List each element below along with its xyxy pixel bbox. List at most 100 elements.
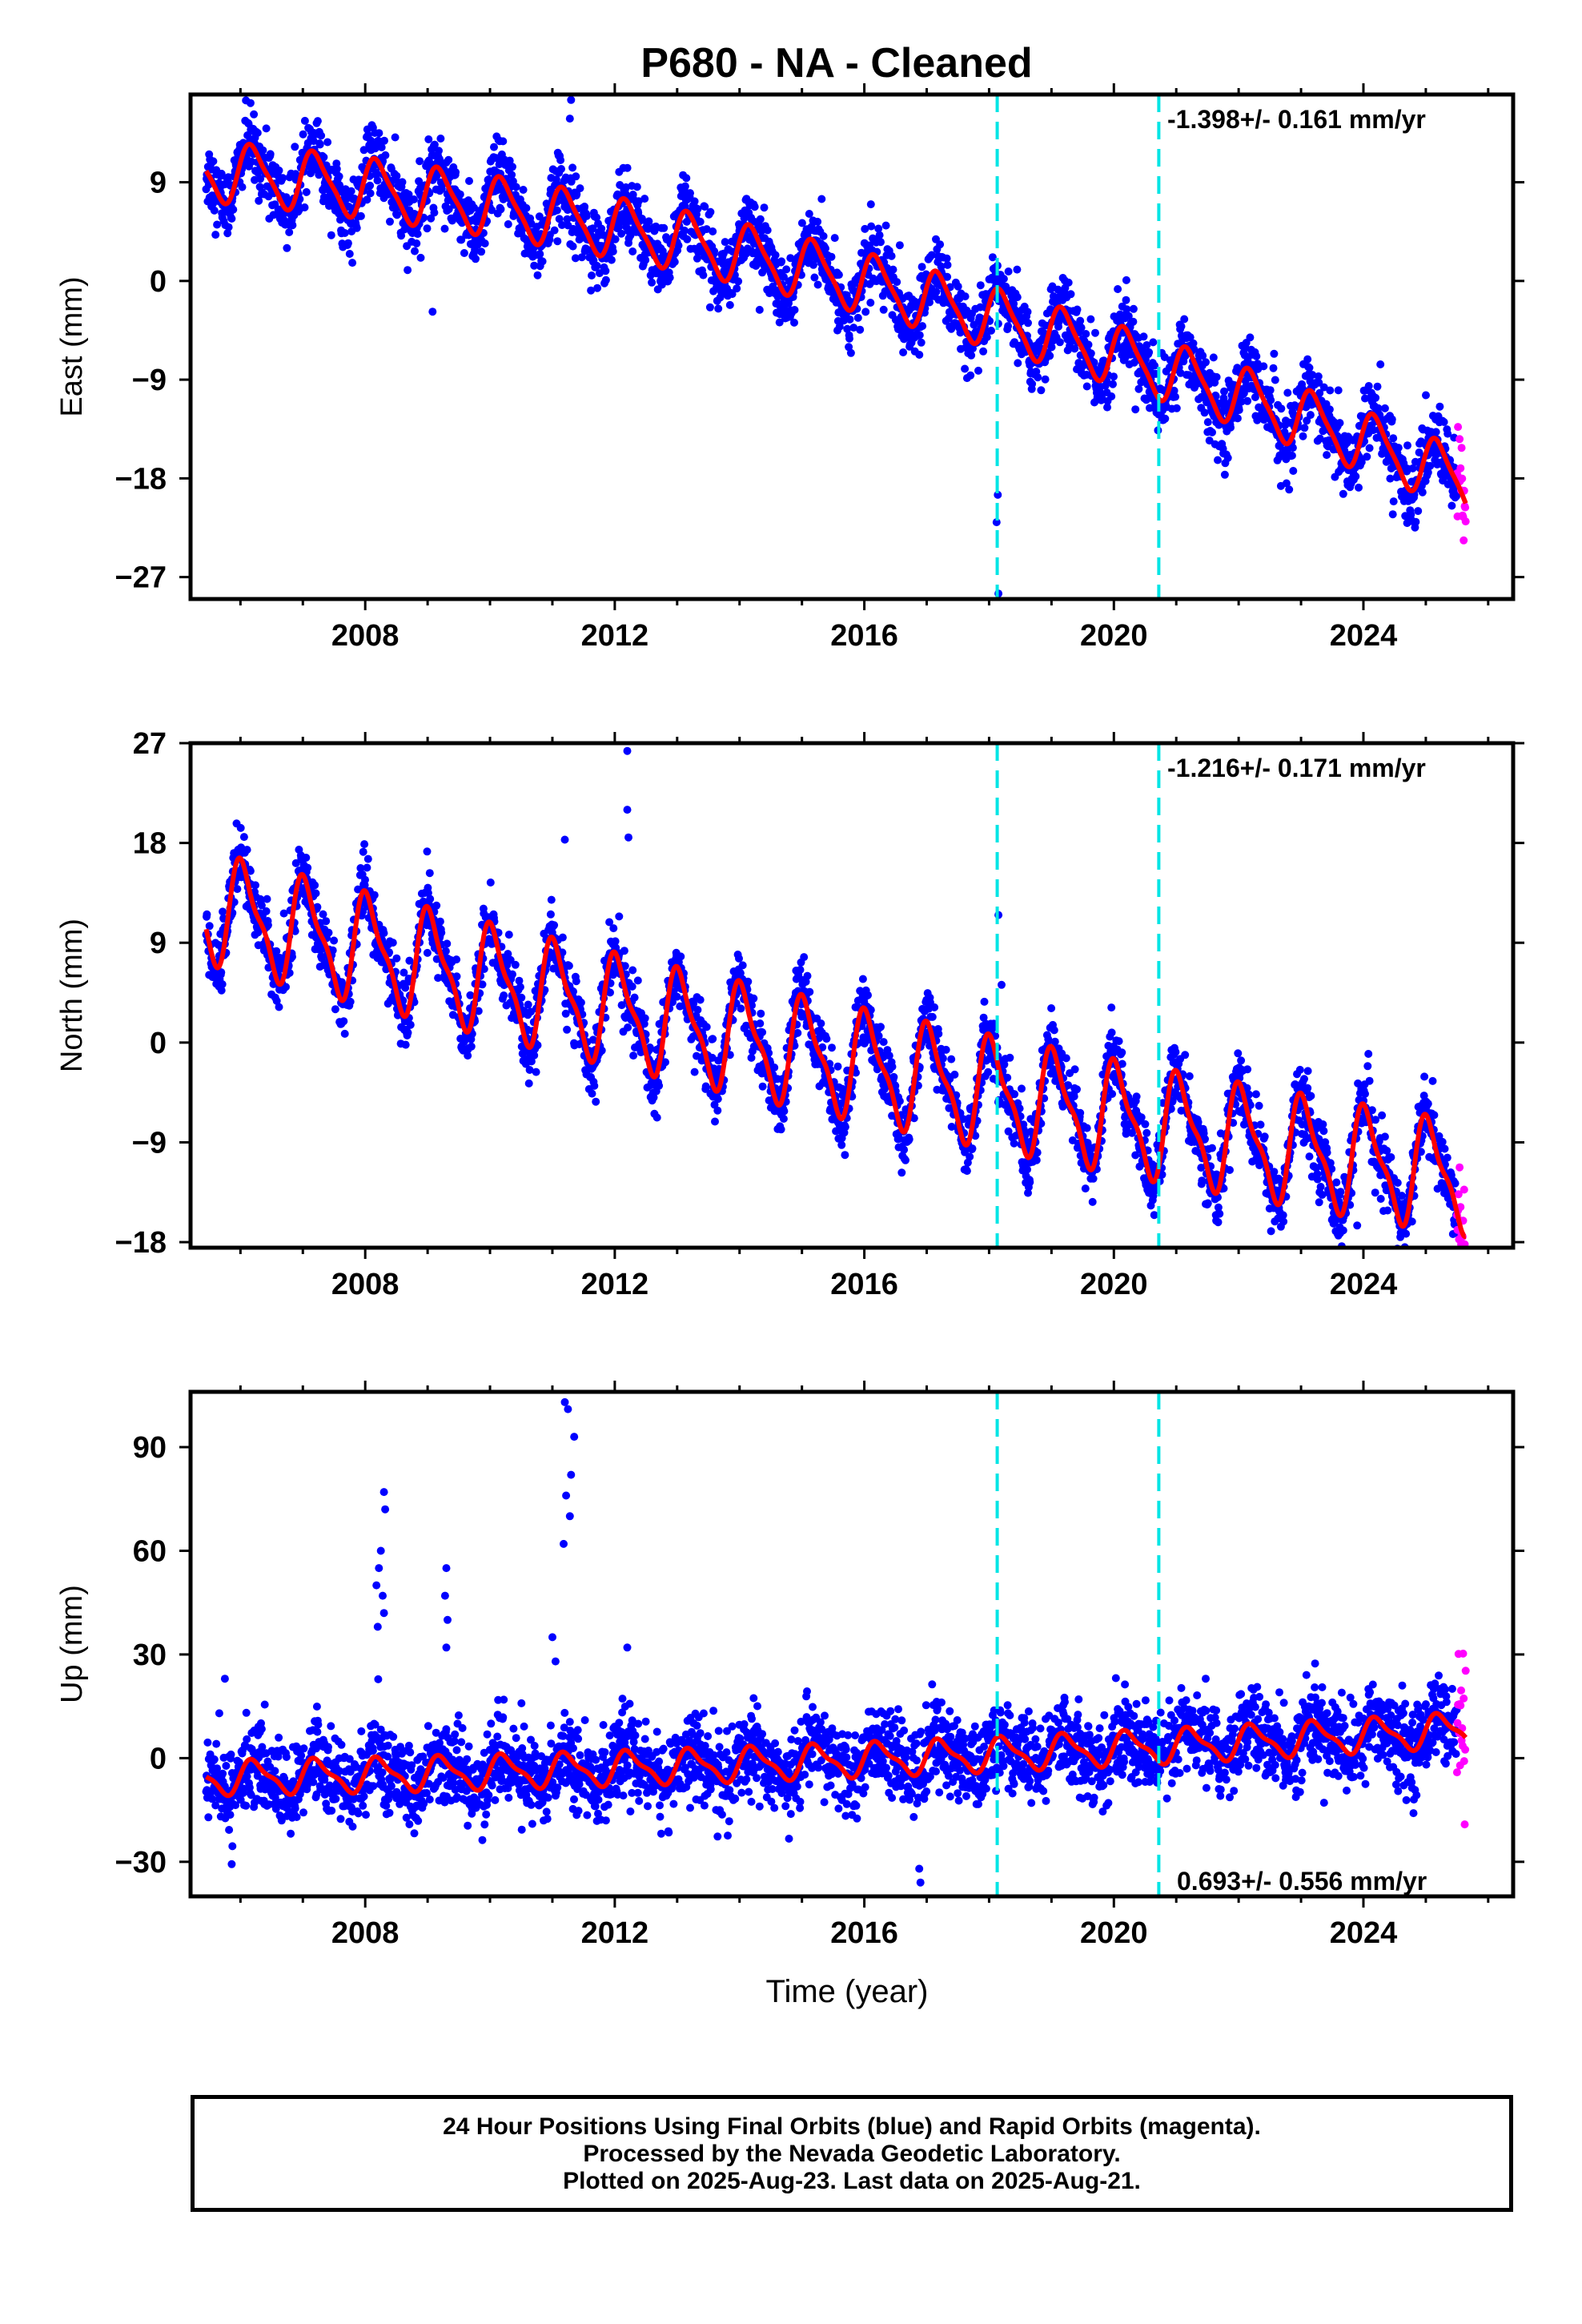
data-point: [512, 183, 520, 191]
data-point: [299, 130, 307, 139]
data-point: [588, 224, 597, 233]
data-point: [1004, 267, 1013, 275]
data-point: [853, 313, 862, 322]
data-point: [1013, 293, 1022, 302]
data-point: [356, 211, 365, 220]
data-point: [423, 948, 432, 957]
data-point: [577, 253, 586, 262]
data-point: [533, 271, 542, 279]
data-point: [1431, 428, 1440, 436]
data-point: [1077, 324, 1086, 332]
data-point: [359, 146, 368, 155]
data-point: [1214, 456, 1222, 464]
data-point: [1037, 386, 1046, 395]
data-point: [366, 181, 375, 190]
data-point: [822, 1035, 831, 1043]
data-point: [686, 189, 694, 198]
data-point: [1034, 373, 1042, 382]
data-point: [629, 1051, 638, 1060]
data-point: [721, 238, 729, 247]
data-point: [467, 1042, 476, 1051]
data-point: [681, 226, 689, 235]
data-point: [250, 110, 259, 119]
data-point: [1200, 408, 1209, 417]
data-point: [550, 921, 559, 930]
data-point: [705, 303, 714, 312]
data-point: [805, 210, 813, 218]
data-point: [943, 272, 952, 281]
data-point: [620, 947, 628, 955]
data-point: [1339, 489, 1347, 498]
data-point: [735, 954, 743, 963]
data-point: [392, 211, 401, 219]
data-point: [1227, 423, 1235, 432]
x-tick-label: 2016: [830, 619, 898, 653]
data-point: [1287, 451, 1296, 460]
data-point: [550, 226, 559, 235]
data-point: [866, 200, 875, 209]
data-point: [275, 166, 283, 175]
data-point: [1403, 441, 1411, 450]
data-point: [770, 1063, 779, 1072]
data-point: [572, 172, 580, 181]
data-point: [690, 197, 699, 206]
data-point: [404, 266, 412, 275]
data-point: [734, 277, 743, 286]
data-point: [363, 863, 371, 872]
data-point: [1114, 285, 1122, 293]
data-point: [1122, 275, 1130, 284]
data-point: [867, 222, 876, 231]
data-point: [1082, 330, 1090, 338]
data-point: [516, 983, 524, 991]
data-point: [567, 177, 576, 186]
data-point: [608, 247, 617, 255]
data-point: [733, 284, 741, 293]
data-point: [411, 247, 419, 255]
data-point: [652, 1113, 661, 1122]
data-point: [425, 869, 434, 878]
data-point: [1394, 444, 1403, 452]
data-point: [740, 214, 749, 223]
data-point: [1335, 419, 1344, 428]
data-point: [538, 257, 547, 266]
data-point: [424, 135, 433, 143]
data-point: [1129, 317, 1138, 326]
data-point: [243, 846, 251, 854]
data-point: [1303, 355, 1312, 364]
data-point: [601, 275, 610, 284]
data-point: [999, 275, 1008, 283]
data-point: [576, 998, 585, 1007]
data-point: [263, 895, 271, 903]
data-point: [628, 966, 637, 975]
data-point: [790, 306, 799, 314]
data-point: [830, 234, 839, 243]
data-point: [372, 169, 381, 178]
data-point: [979, 347, 988, 356]
data-point: [1209, 353, 1218, 362]
data-point: [377, 143, 386, 151]
data-point: [256, 175, 265, 183]
data-point: [1142, 341, 1151, 349]
data-point: [640, 1014, 649, 1023]
data-point: [877, 238, 885, 247]
data-point: [728, 290, 737, 299]
data-point: [621, 183, 630, 191]
data-point: [508, 171, 516, 179]
data-point: [749, 994, 758, 1003]
data-point: [1064, 278, 1073, 287]
data-point: [640, 195, 649, 203]
data-point: [755, 305, 764, 314]
data-point: [779, 272, 788, 281]
data-point: [632, 183, 641, 191]
data-point: [641, 255, 650, 264]
data-point: [1252, 352, 1261, 360]
data-point: [917, 263, 926, 271]
data-point: [899, 348, 908, 356]
data-point: [1418, 488, 1427, 497]
data-point: [246, 99, 255, 107]
data-point: [288, 221, 297, 230]
data-point: [1246, 333, 1255, 342]
data-point: [391, 133, 400, 142]
data-point: [696, 995, 705, 1004]
